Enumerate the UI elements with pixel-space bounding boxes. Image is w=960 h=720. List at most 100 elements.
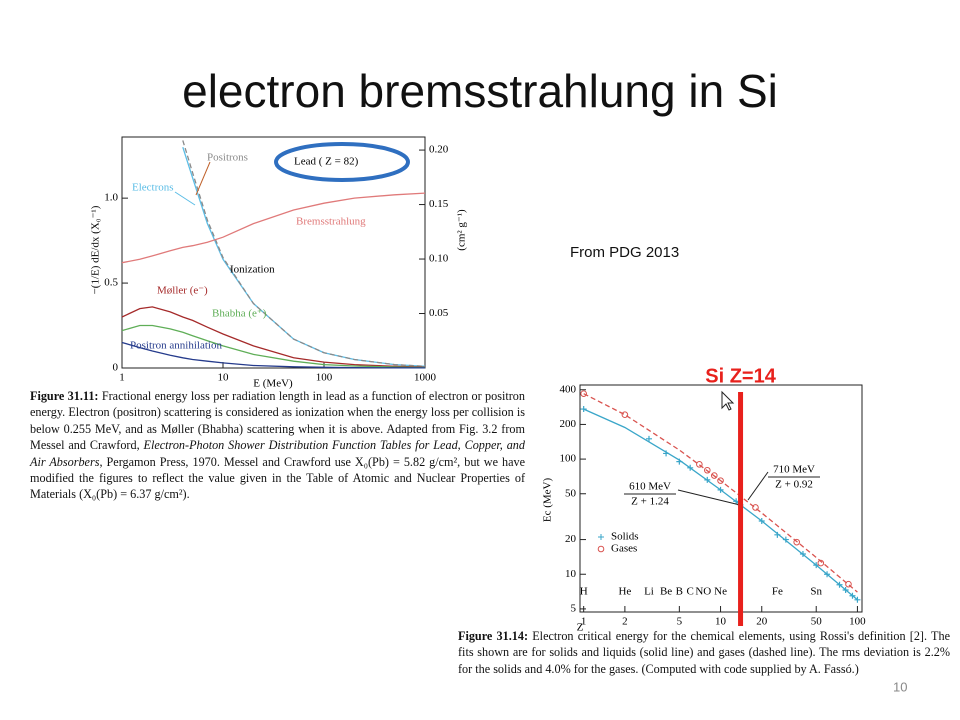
plot-frame — [121, 136, 426, 369]
caption-text: Figure 31.11: — [30, 389, 99, 403]
series-label: Positron annihilation — [130, 340, 222, 352]
x-axis-label: E (MeV) — [253, 378, 293, 390]
legend-marker — [598, 534, 604, 540]
marker — [696, 461, 703, 468]
label-arrow — [174, 191, 196, 206]
caption: Figure 31.14: Electron critical energy f… — [458, 628, 950, 677]
label-arrow — [677, 489, 741, 506]
series-label: Positrons — [207, 152, 248, 164]
marker — [845, 580, 852, 588]
y-tick-label: 0.5 — [104, 277, 118, 289]
x-tick-label: 5 — [677, 616, 683, 628]
legend-label: Gases — [611, 543, 637, 555]
caption-text: , Pergamon Press, 1970. Messel and Crawf… — [30, 454, 525, 502]
x-tick-label: 1 — [581, 616, 587, 628]
marker — [703, 466, 711, 474]
element-label: Sn — [810, 586, 822, 598]
chart: 1 10 100 1000 0 0.5 1.0 0.05 0.10 0.15 0.20 — [104, 136, 449, 384]
marker — [717, 477, 724, 484]
element-label: H — [580, 586, 588, 598]
series-line — [182, 140, 426, 367]
caption-text: Figure 31.14: — [458, 629, 529, 643]
y-axis-label: −(1/E) dE/dx (X₀⁻¹) — [90, 205, 102, 294]
element-label: B — [676, 586, 683, 598]
fit-label: Z + 0.92 — [775, 479, 813, 491]
annotation: Ionization — [230, 264, 275, 276]
y-tick-label: 10 — [565, 568, 577, 580]
series-label: Electrons — [132, 182, 174, 194]
x-tick-label: 10 — [218, 372, 230, 384]
series-line — [121, 341, 426, 369]
series-line — [121, 324, 426, 369]
y-tick-label: 50 — [565, 487, 577, 499]
x-tick-label: 100 — [849, 616, 866, 628]
annotation: Lead ( Z = 82) — [294, 156, 359, 168]
x-tick-label: 1 — [119, 372, 125, 384]
series-line — [182, 147, 426, 367]
fit-label: 610 MeV — [629, 481, 671, 493]
element-label: Fe — [772, 586, 783, 598]
caption-text: Electron critical energy for the chemica… — [458, 629, 950, 676]
element-label: Li — [644, 586, 654, 598]
y2-tick-label: 0.05 — [429, 307, 449, 319]
marker — [580, 406, 587, 413]
cursor-icon — [721, 390, 735, 411]
y-tick-label: 5 — [571, 602, 577, 614]
y2-tick-label: 0.10 — [429, 253, 449, 265]
x-tick-label: 100 — [316, 372, 333, 384]
y-tick-label: 400 — [560, 383, 577, 395]
marker — [817, 559, 825, 567]
marker — [621, 411, 629, 418]
caption-text: Electron-Photon Shower Distribution Func… — [30, 438, 525, 469]
series-line — [583, 408, 858, 601]
element-label: Ne — [714, 586, 727, 598]
marker — [710, 472, 718, 479]
y-tick-label: 0 — [113, 362, 119, 374]
series-line — [121, 306, 426, 368]
element-label: C — [687, 586, 694, 598]
y2-axis-label: (cm² g⁻¹) — [456, 209, 468, 251]
y2-tick-label: 0.15 — [429, 198, 449, 210]
y-tick-label: 100 — [560, 453, 577, 465]
caption: Figure 31.11: Fractional energy loss per… — [30, 388, 525, 503]
fit-label: Z + 1.24 — [631, 496, 669, 508]
series-line — [121, 192, 426, 264]
page-number: 10 — [893, 679, 907, 694]
label-arrow — [747, 471, 769, 501]
y-tick-label: 20 — [565, 533, 577, 545]
series-label: Bremsstrahlung — [296, 216, 366, 228]
marker — [793, 538, 800, 546]
x-axis-label: Z — [577, 622, 584, 634]
series-label: Bhabha (e⁺) — [212, 308, 267, 320]
y-axis-label: Ec (MeV) — [542, 478, 554, 523]
y-tick-label: 1.0 — [104, 192, 118, 204]
legend-marker — [597, 545, 605, 553]
x-tick-label: 2 — [622, 616, 628, 628]
series-label: Møller (e⁻) — [157, 285, 208, 297]
marker — [854, 596, 861, 603]
element-label: He — [618, 586, 631, 598]
marker — [580, 390, 587, 397]
element-label: N — [695, 586, 703, 598]
marker — [645, 435, 652, 442]
legend-label: Solids — [611, 531, 639, 543]
caption-text: Fractional energy loss per radiation len… — [30, 389, 525, 453]
highlight-ellipse — [274, 142, 410, 182]
y2-tick-label: 0.20 — [429, 144, 449, 156]
marker-label: Si Z=14 — [705, 365, 776, 387]
x-tick-label: 10 — [715, 616, 727, 628]
x-tick-label: 50 — [811, 616, 823, 628]
fit-label: 710 MeV — [773, 464, 815, 476]
label-arrow — [195, 161, 211, 196]
chart-labels: E (MeV) −(1/E) dE/dx (X₀⁻¹) (cm² g⁻¹) Lead … — [90, 152, 468, 390]
slide-title: electron bremsstrahlung in Si — [182, 65, 778, 117]
plot-frame — [579, 384, 863, 613]
series-line — [583, 393, 858, 593]
x-tick-label: 20 — [756, 616, 768, 628]
source-note: From PDG 2013 — [570, 244, 679, 261]
x-tick-label: 1000 — [414, 372, 437, 384]
marker — [752, 504, 759, 511]
